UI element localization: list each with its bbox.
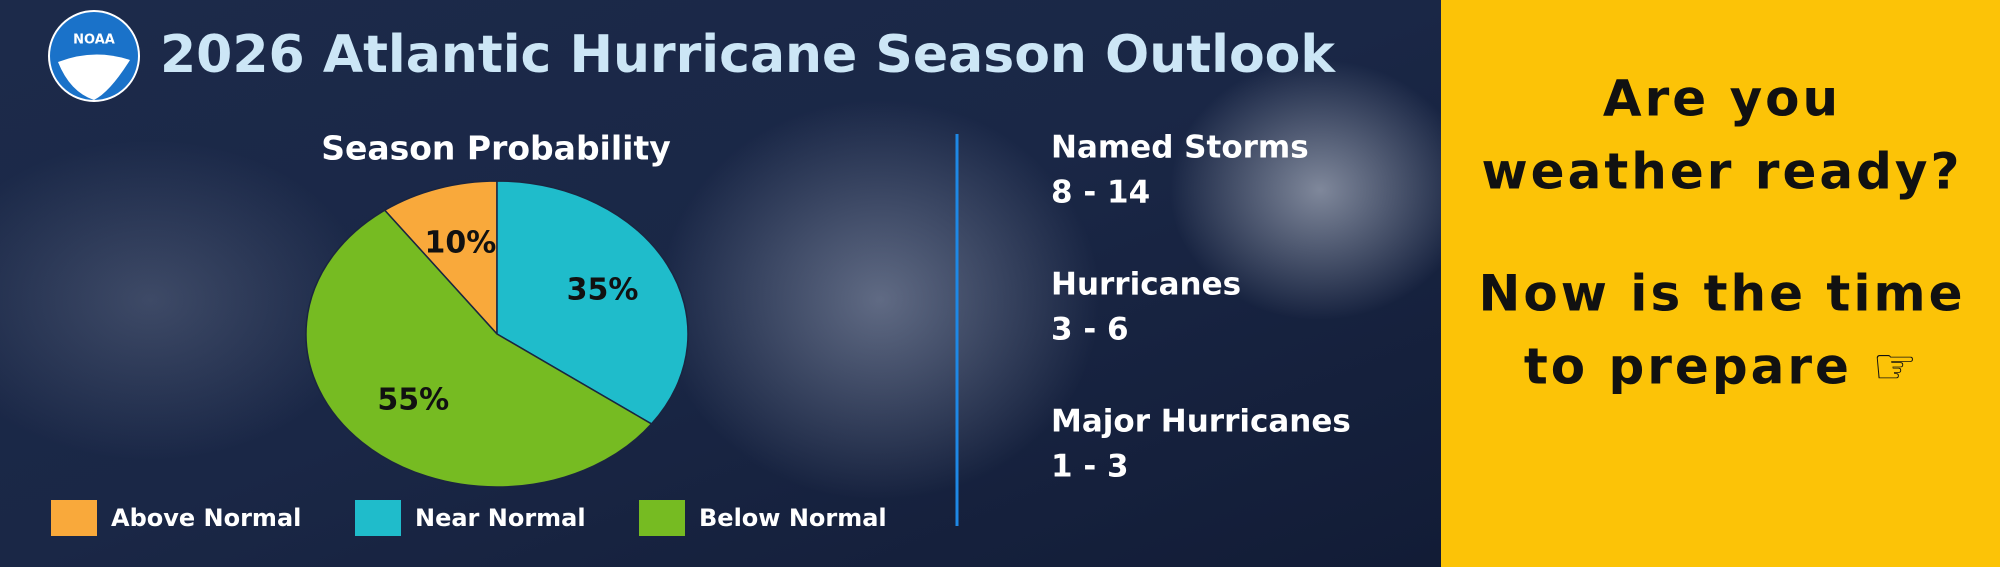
legend-swatch bbox=[51, 500, 97, 536]
stats: Named Storms 8 - 14 Hurricanes 3 - 6 Major H… bbox=[1051, 130, 1351, 485]
callout-line: weather ready? bbox=[1481, 143, 1962, 201]
stat-label: Hurricanes bbox=[1051, 267, 1241, 303]
pie-slice bbox=[496, 180, 689, 425]
legend-swatch bbox=[355, 500, 401, 536]
legend: Above Normal Near Normal Below Normal bbox=[51, 500, 887, 536]
callout-panel bbox=[1441, 0, 2000, 567]
callout-line: Now is the time bbox=[1479, 265, 1966, 323]
legend-label: Above Normal bbox=[111, 504, 301, 532]
title: 2026 Atlantic Hurricane Season Outlook bbox=[160, 25, 1336, 85]
callout: Are you weather ready? Now is the time to p… bbox=[1479, 70, 1966, 396]
pie: 10% 35% 55% bbox=[305, 180, 689, 488]
legend-label: Near Normal bbox=[415, 504, 586, 532]
stat-value: 3 - 6 bbox=[1051, 312, 1129, 348]
pie-slice bbox=[383, 180, 498, 336]
stat-label: Major Hurricanes bbox=[1051, 404, 1351, 440]
cloud bbox=[0, 140, 370, 460]
stat-label: Named Storms bbox=[1051, 130, 1309, 166]
pie-slice bbox=[305, 209, 653, 488]
callout-line: Are you bbox=[1603, 70, 1841, 128]
cloud bbox=[1170, 60, 1470, 320]
stat-value: 1 - 3 bbox=[1051, 449, 1129, 485]
slice-label: 55% bbox=[377, 383, 449, 418]
cloud bbox=[660, 100, 1100, 500]
slice-label: 35% bbox=[567, 272, 639, 307]
callout-line: to prepare ☞ bbox=[1524, 338, 1920, 396]
logo-text: NOAA bbox=[73, 33, 115, 48]
slice-label: 10% bbox=[424, 225, 496, 260]
logo-wave bbox=[58, 54, 130, 100]
legend-swatch bbox=[639, 500, 685, 536]
chart-title: Season Probability bbox=[321, 129, 671, 168]
stat-value: 8 - 14 bbox=[1051, 175, 1150, 211]
legend-label: Below Normal bbox=[699, 504, 887, 532]
